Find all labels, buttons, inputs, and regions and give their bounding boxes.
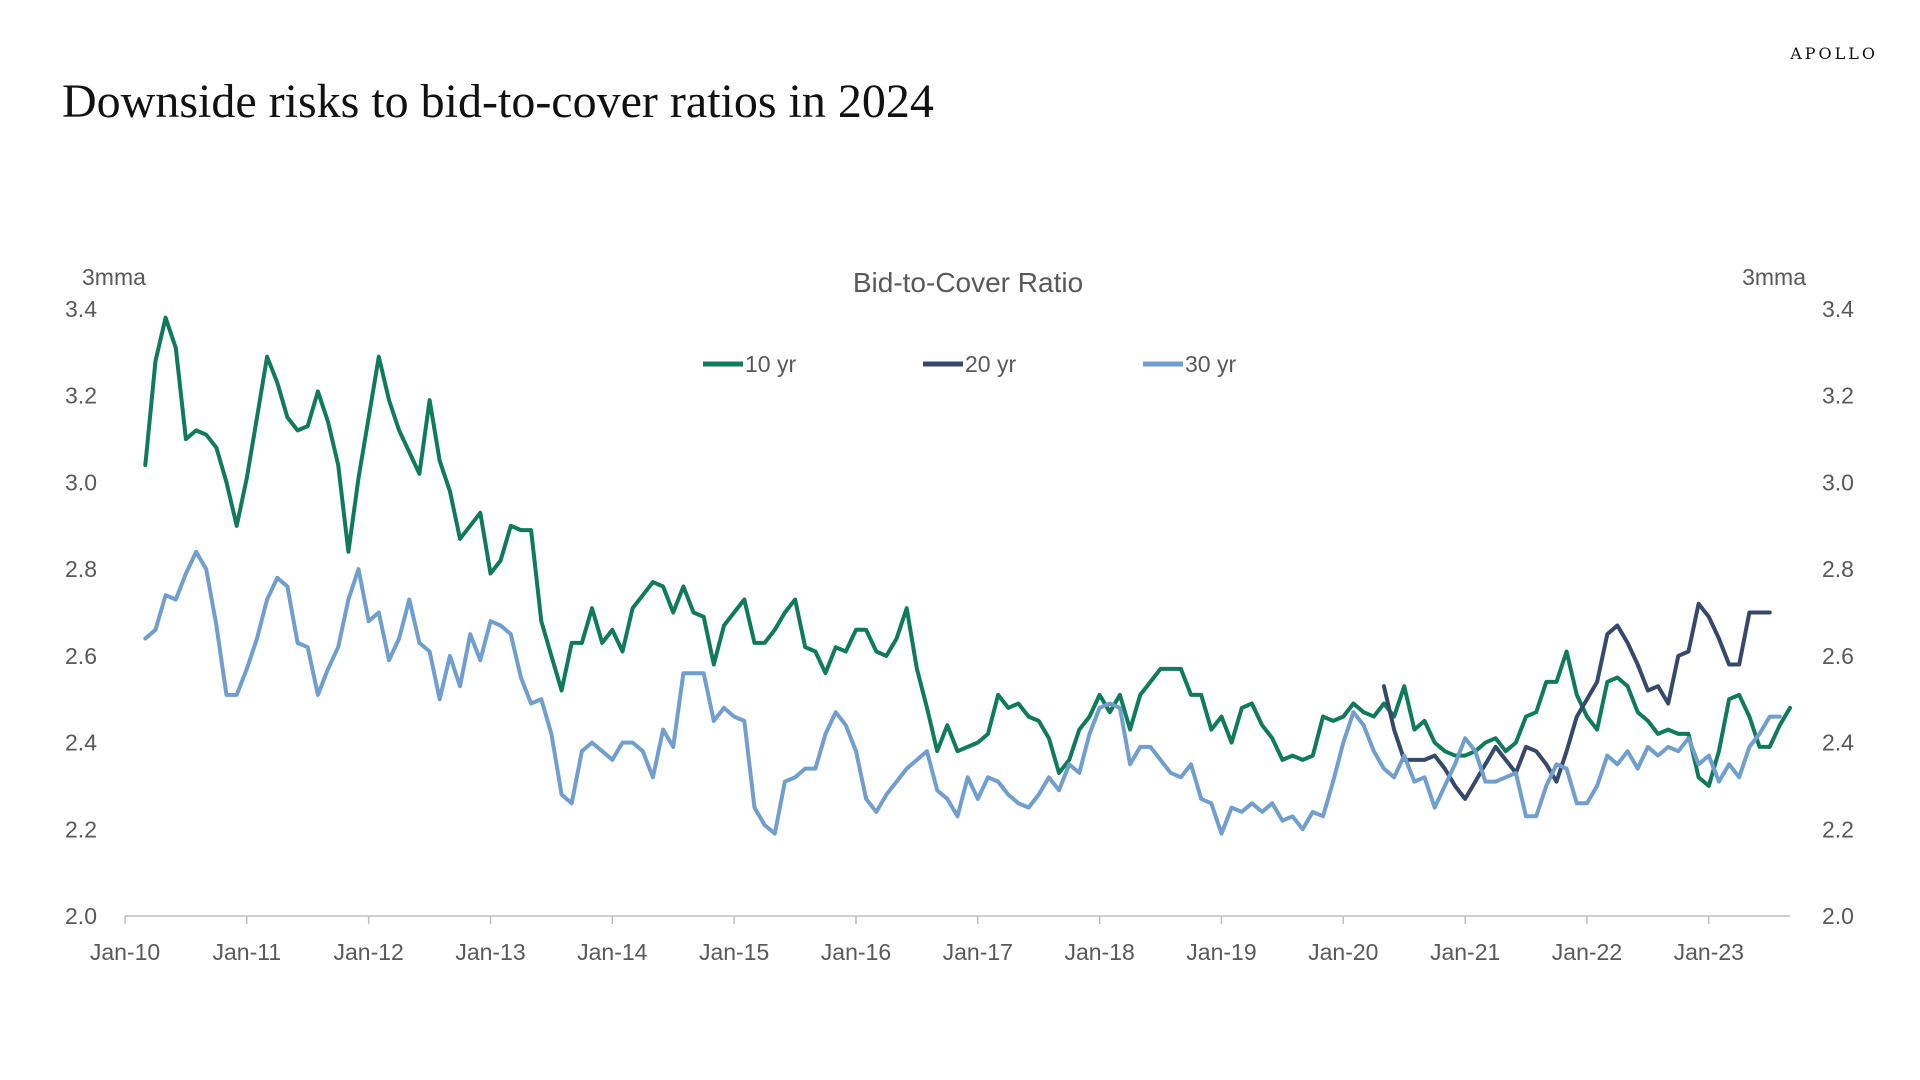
y-tick-left: 2.6 — [65, 643, 97, 669]
x-tick-label: Jan-23 — [1674, 939, 1744, 965]
y-tick-right: 2.2 — [1822, 816, 1854, 842]
legend-label: 10 yr — [745, 351, 796, 377]
x-tick-label: Jan-16 — [821, 939, 891, 965]
x-tick-label: Jan-13 — [455, 939, 525, 965]
y-tick-left: 2.0 — [65, 903, 97, 929]
x-tick-label: Jan-12 — [333, 939, 403, 965]
x-tick-label: Jan-10 — [90, 939, 160, 965]
x-tick-label: Jan-15 — [699, 939, 769, 965]
legend: 10 yr 20 yr 30 yr — [703, 351, 1236, 377]
series-line-30-yr — [143, 549, 1782, 836]
chart-title: Bid-to-Cover Ratio — [853, 267, 1083, 298]
legend-label: 20 yr — [965, 351, 1016, 377]
y-tick-left: 2.2 — [65, 816, 97, 842]
x-tick-label: Jan-20 — [1308, 939, 1378, 965]
y-tick-left: 2.4 — [65, 730, 97, 756]
x-tick-label: Jan-19 — [1186, 939, 1256, 965]
y-tick-right: 2.0 — [1822, 903, 1854, 929]
left-axis-unit-label: 3mma — [82, 264, 146, 290]
series-line-10-yr — [143, 315, 1792, 788]
y-tick-right: 2.4 — [1822, 730, 1854, 756]
y-tick-right: 2.8 — [1822, 556, 1854, 582]
y-tick-left: 3.2 — [65, 383, 97, 409]
right-axis-unit-label: 3mma — [1742, 264, 1806, 290]
x-tick-label: Jan-14 — [577, 939, 648, 965]
y-tick-left: 3.4 — [65, 296, 97, 322]
page-title: Downside risks to bid-to-cover ratios in… — [62, 75, 934, 128]
x-tick-label: Jan-21 — [1430, 939, 1500, 965]
y-tick-right: 3.0 — [1822, 469, 1854, 495]
y-tick-right: 3.2 — [1822, 383, 1854, 409]
right-axis-ticks: 2.0 2.2 2.4 2.6 2.8 3.0 3.2 3.4 — [1822, 296, 1854, 929]
legend-label: 30 yr — [1185, 351, 1236, 377]
x-tick-label: Jan-18 — [1064, 939, 1134, 965]
y-tick-left: 2.8 — [65, 556, 97, 582]
brand-logo: APOLLO — [1790, 44, 1878, 63]
x-axis: Jan-10 Jan-11 Jan-12 Jan-13 Jan-14 Jan-15 Jan-… — [90, 915, 1790, 965]
x-tick-label: Jan-17 — [943, 939, 1013, 965]
x-tick-label: Jan-11 — [213, 939, 282, 965]
series-lines — [143, 315, 1792, 836]
left-axis-ticks: 2.0 2.2 2.4 2.6 2.8 3.0 3.2 3.4 — [65, 296, 97, 929]
y-tick-right: 3.4 — [1822, 296, 1854, 322]
x-tick-label: Jan-22 — [1552, 939, 1622, 965]
y-tick-left: 3.0 — [65, 469, 97, 495]
y-tick-right: 2.6 — [1822, 643, 1854, 669]
